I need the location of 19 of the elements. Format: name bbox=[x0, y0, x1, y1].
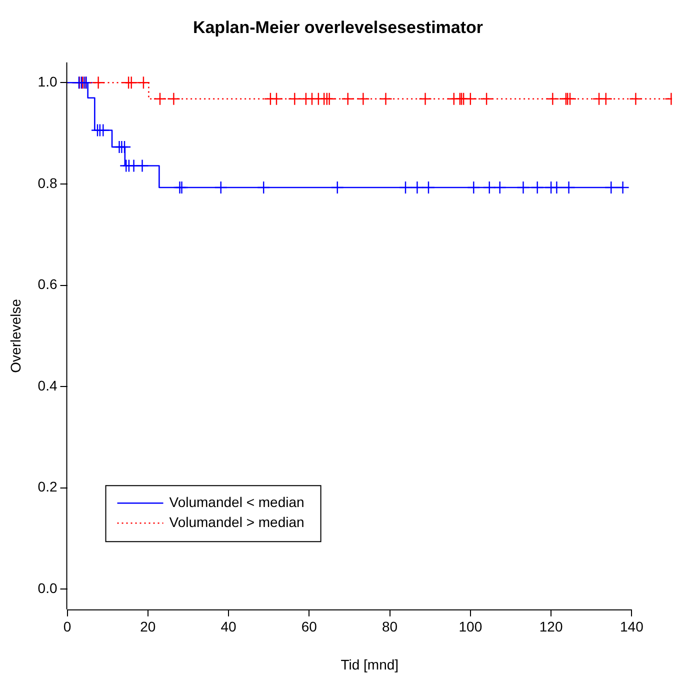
x-tick-label: 60 bbox=[301, 618, 318, 635]
y-tick-label: 0.6 bbox=[38, 276, 58, 292]
x-tick-label: 80 bbox=[382, 618, 398, 635]
y-tick-label: 0.0 bbox=[38, 580, 58, 596]
x-tick-label: 20 bbox=[140, 618, 156, 635]
x-tick-label: 120 bbox=[539, 618, 563, 635]
y-axis-title: Overlevelse bbox=[7, 298, 24, 373]
x-tick-label: 0 bbox=[63, 618, 72, 635]
y-tick-label: 0.4 bbox=[38, 377, 58, 394]
x-tick-label: 100 bbox=[458, 618, 482, 635]
y-tick-label: 1.0 bbox=[38, 74, 58, 90]
legend-label: Volumandel > median bbox=[169, 514, 304, 530]
y-tick-label: 0.2 bbox=[38, 478, 58, 495]
x-tick-label: 140 bbox=[620, 618, 644, 635]
legend-label: Volumandel < median bbox=[169, 494, 304, 510]
x-tick-label: 40 bbox=[220, 618, 237, 635]
x-axis-title: Tid [mnd] bbox=[340, 656, 399, 672]
y-tick-label: 0.8 bbox=[38, 174, 58, 191]
chart-title: Kaplan-Meier overlevelsesestimator bbox=[192, 18, 484, 37]
